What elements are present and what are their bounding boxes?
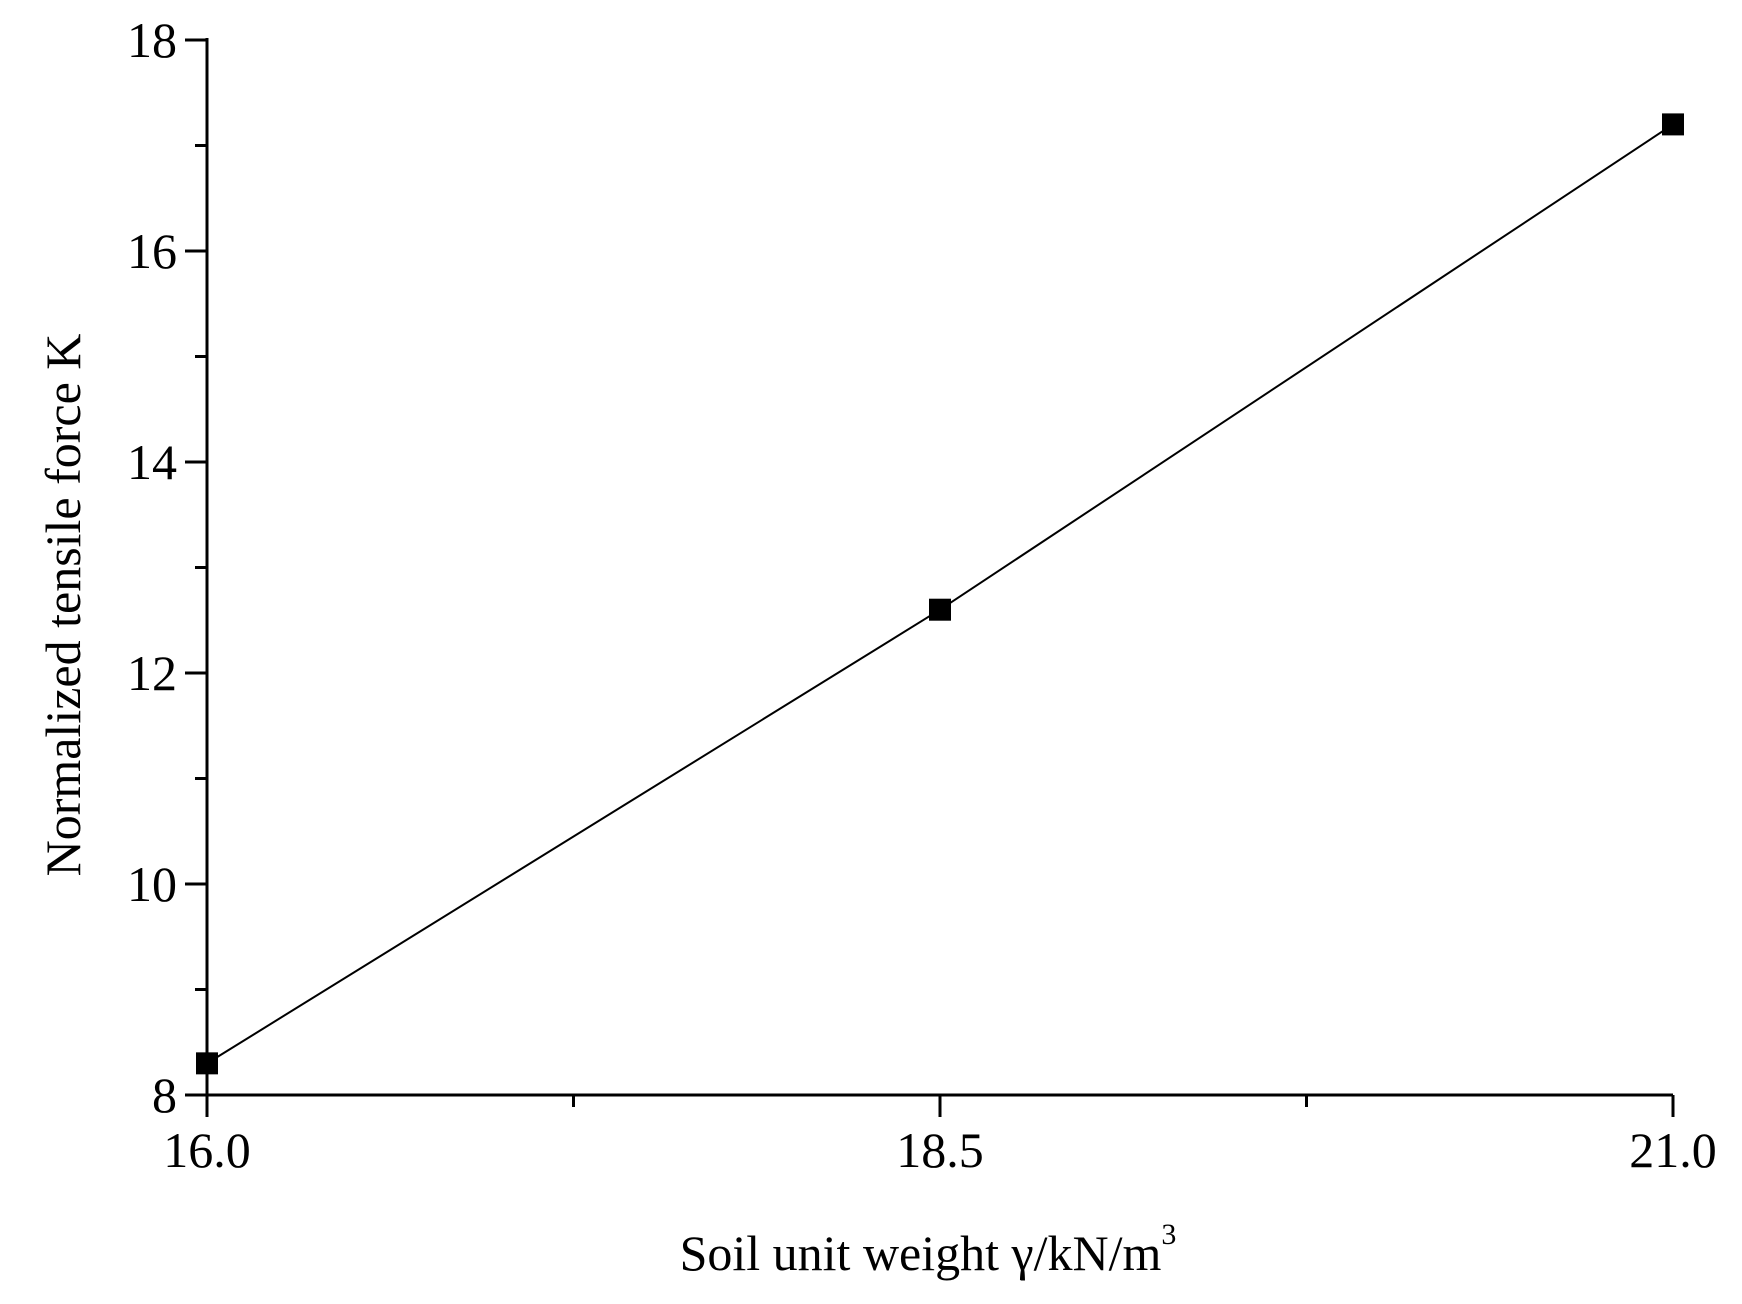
- axes: [205, 38, 1673, 1097]
- y-axis-title: Normalized tensile force K: [35, 334, 91, 877]
- y-tick-label: 18: [127, 12, 177, 68]
- x-tick-label: 21.0: [1629, 1122, 1717, 1178]
- y-tick-label: 14: [127, 434, 177, 490]
- data-series: [196, 113, 1684, 1075]
- y-tick-label: 10: [127, 856, 177, 912]
- data-point-marker: [929, 598, 951, 621]
- y-tick-label: 12: [127, 645, 177, 701]
- x-tick-label: 18.5: [896, 1122, 984, 1178]
- ticks: 8 10 12 14 16 18 16.0 18.5 21.0: [127, 12, 1717, 1178]
- x-axis-title-superscript: 3: [1161, 1218, 1176, 1251]
- x-tick-label: 16.0: [163, 1122, 251, 1178]
- data-point-marker: [196, 1052, 218, 1075]
- x-axis-title: Soil unit weight γ/kN/m3: [680, 1218, 1177, 1281]
- x-axis-title-text: Soil unit weight γ/kN/m: [680, 1225, 1162, 1281]
- data-point-marker: [1662, 113, 1684, 136]
- y-tick-label: 8: [152, 1067, 177, 1123]
- y-tick-label: 16: [127, 223, 177, 279]
- series-line: [206, 123, 1674, 1065]
